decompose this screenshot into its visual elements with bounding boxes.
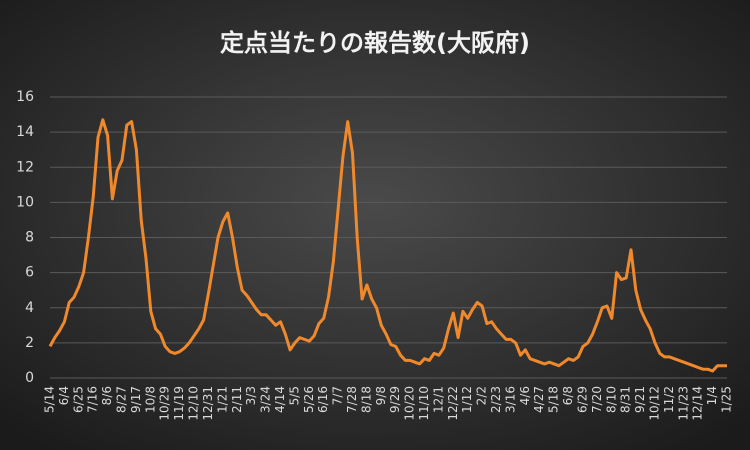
x-tick-label: 6/4 [57,386,71,405]
x-tick-label: 5/26 [302,386,316,413]
x-tick-label: 4/14 [273,386,287,413]
x-tick-label: 1/25 [720,386,734,413]
x-tick-label: 1/21 [215,386,229,413]
x-tick-label: 6/8 [561,386,575,405]
x-tick-label: 12/14 [691,386,705,421]
x-tick-label: 7/28 [345,386,359,413]
x-tick-label: 5/5 [287,386,301,405]
y-tick-label: 4 [25,300,34,316]
x-tick-label: 2/2 [475,386,489,405]
x-tick-label: 8/10 [604,386,618,413]
x-tick-label: 2/23 [489,386,503,413]
x-tick-label: 11/23 [676,386,690,421]
y-tick-label: 16 [16,89,34,105]
x-tick-label: 5/18 [547,386,561,413]
x-tick-label: 10/8 [143,386,157,413]
x-tick-label: 4/6 [518,386,532,405]
x-tick-label: 3/3 [244,386,258,405]
x-tick-label: 12/10 [187,386,201,421]
y-tick-label: 6 [25,265,34,281]
y-tick-label: 0 [25,370,34,386]
data-line [48,118,727,373]
x-tick-label: 7/20 [590,386,604,413]
x-tick-label: 5/14 [43,386,57,413]
x-tick-label: 2/11 [230,386,244,413]
x-tick-label: 1/4 [705,386,719,405]
x-tick-label: 9/8 [374,386,388,405]
x-tick-label: 3/16 [503,386,517,413]
x-tick-label: 11/2 [662,386,676,413]
x-tick-label: 11/10 [417,386,431,421]
x-tick-label: 12/22 [446,386,460,421]
x-tick-label: 1/12 [460,386,474,413]
x-tick-label: 8/6 [100,386,114,405]
x-tick-label: 3/24 [259,386,273,413]
x-tick-label: 7/16 [86,386,100,413]
y-tick-label: 10 [16,194,34,210]
y-tick-label: 12 [16,159,34,175]
x-tick-label: 8/31 [619,386,633,413]
x-tick-label: 11/19 [172,386,186,421]
x-tick-label: 9/17 [129,386,143,413]
x-tick-label: 6/16 [316,386,330,413]
x-tick-label: 10/20 [403,386,417,421]
x-tick-label: 6/29 [575,386,589,413]
x-tick-label: 9/21 [633,386,647,413]
x-tick-label: 8/27 [115,386,129,413]
x-tick-label: 12/1 [431,386,445,413]
x-tick-label: 9/29 [388,386,402,413]
x-tick-label: 7/7 [331,386,345,405]
x-tick-label: 12/31 [201,386,215,421]
x-tick-label: 10/29 [158,386,172,421]
y-tick-label: 14 [16,124,34,140]
y-tick-label: 8 [25,230,34,246]
x-tick-label: 6/25 [71,386,85,413]
chart-title: 定点当たりの報告数(大阪府) [220,29,530,57]
x-tick-label: 4/27 [532,386,546,413]
x-tick-label: 8/18 [359,386,373,413]
y-tick-label: 2 [25,335,34,351]
x-tick-label: 10/12 [647,386,661,421]
